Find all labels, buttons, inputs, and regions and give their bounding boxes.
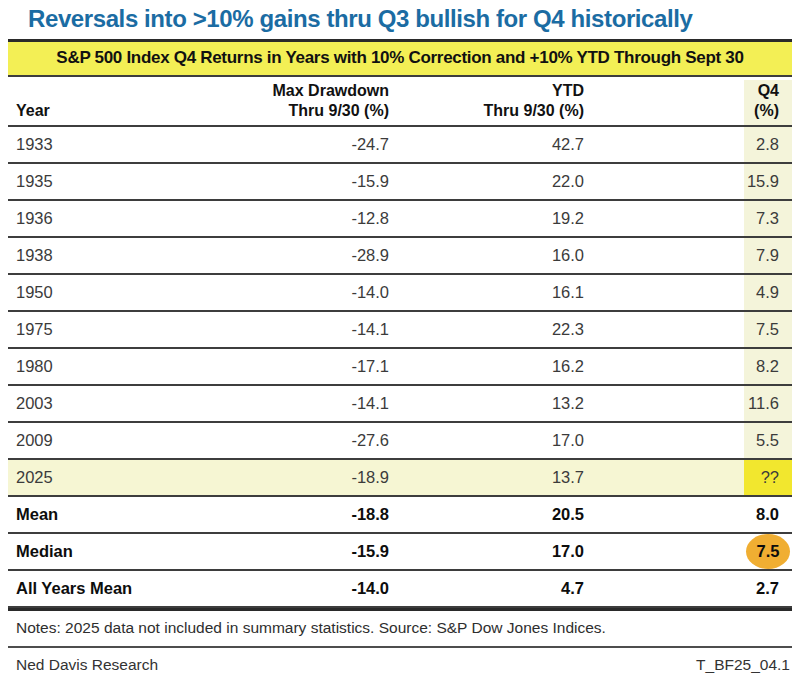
row-spacer (588, 164, 744, 199)
max-drawdown-cell: -14.1 (153, 386, 393, 421)
table-row: All Years Mean -14.0 4.7 2.7 (8, 571, 792, 608)
row-spacer (588, 460, 744, 495)
ytd-cell: 16.2 (393, 349, 588, 384)
ytd-cell: 22.3 (393, 312, 588, 347)
column-header-max-drawdown: Max Drawdown Thru 9/30 (%) (153, 80, 393, 125)
q4-cell: 7.9 (744, 238, 792, 273)
ytd-cell: 16.0 (393, 238, 588, 273)
row-spacer (588, 127, 744, 162)
year-cell: 1933 (8, 127, 153, 162)
footer-source: Ned Davis Research (16, 656, 158, 674)
year-cell: Median (8, 534, 153, 569)
year-cell: 1980 (8, 349, 153, 384)
ytd-cell: 17.0 (393, 423, 588, 458)
table-row: 1980 -17.1 16.2 8.2 (8, 349, 792, 386)
year-cell: Mean (8, 497, 153, 532)
max-drawdown-cell: -17.1 (153, 349, 393, 384)
max-drawdown-cell: -24.7 (153, 127, 393, 162)
column-header-q4: Q4 (%) (744, 80, 792, 125)
table-body: 1933 -24.7 42.7 2.8 1935 -15.9 22.0 15.9… (8, 127, 792, 608)
q4-cell: 4.9 (744, 275, 792, 310)
year-cell: 1950 (8, 275, 153, 310)
median-q4-circle-highlight: 7.5 (746, 534, 790, 569)
column-header-year: Year (8, 80, 153, 125)
table-row: 1950 -14.0 16.1 4.9 (8, 275, 792, 312)
max-drawdown-cell: -27.6 (153, 423, 393, 458)
table-row: Mean -18.8 20.5 8.0 (8, 497, 792, 534)
max-drawdown-cell: -28.9 (153, 238, 393, 273)
year-cell: 1936 (8, 201, 153, 236)
year-cell: 1938 (8, 238, 153, 273)
q4-cell: 5.5 (744, 423, 792, 458)
table-row: 1938 -28.9 16.0 7.9 (8, 238, 792, 275)
year-cell: 1935 (8, 164, 153, 199)
q4-cell: 7.3 (744, 201, 792, 236)
row-spacer (588, 386, 744, 421)
year-cell: All Years Mean (8, 571, 153, 606)
table-row: 1936 -12.8 19.2 7.3 (8, 201, 792, 238)
table-row: 2025 -18.9 13.7 ?? (8, 460, 792, 497)
year-cell: 2025 (8, 460, 153, 495)
row-spacer (588, 312, 744, 347)
ytd-cell: 42.7 (393, 127, 588, 162)
q4-cell: 2.7 (744, 571, 792, 606)
table-row: 2009 -27.6 17.0 5.5 (8, 423, 792, 460)
ytd-cell: 13.7 (393, 460, 588, 495)
q4-cell: 8.0 (744, 497, 792, 532)
ytd-cell: 20.5 (393, 497, 588, 532)
max-drawdown-cell: -14.0 (153, 275, 393, 310)
ytd-cell: 16.1 (393, 275, 588, 310)
q4-cell: 7.5 (744, 534, 792, 569)
q4-cell: 15.9 (744, 164, 792, 199)
max-drawdown-cell: -14.1 (153, 312, 393, 347)
year-cell: 1975 (8, 312, 153, 347)
table-row: Median -15.9 17.0 7.5 (8, 534, 792, 571)
table-row: 1933 -24.7 42.7 2.8 (8, 127, 792, 164)
table-row: 1975 -14.1 22.3 7.5 (8, 312, 792, 349)
figure: Reversals into >10% gains thru Q3 bullis… (0, 5, 800, 681)
max-drawdown-cell: -12.8 (153, 201, 393, 236)
row-spacer (588, 275, 744, 310)
notes-text: Notes: 2025 data not included in summary… (8, 608, 792, 648)
max-drawdown-cell: -15.9 (153, 534, 393, 569)
ytd-cell: 4.7 (393, 571, 588, 606)
q4-cell: 2.8 (744, 127, 792, 162)
row-spacer (588, 534, 744, 569)
footer: Ned Davis Research T_BF25_04.1 (8, 648, 792, 681)
max-drawdown-cell: -14.0 (153, 571, 393, 606)
row-spacer (588, 349, 744, 384)
table-row: 1935 -15.9 22.0 15.9 (8, 164, 792, 201)
row-spacer (588, 238, 744, 273)
column-header-ytd: YTD Thru 9/30 (%) (393, 80, 588, 125)
footer-chart-id: T_BF25_04.1 (696, 656, 790, 674)
max-drawdown-cell: -18.9 (153, 460, 393, 495)
ytd-cell: 22.0 (393, 164, 588, 199)
q4-cell: 8.2 (744, 349, 792, 384)
row-spacer (588, 423, 744, 458)
table-header-row: Year Max Drawdown Thru 9/30 (%) YTD Thru… (8, 80, 792, 127)
year-cell: 2009 (8, 423, 153, 458)
page-title: Reversals into >10% gains thru Q3 bullis… (28, 5, 792, 33)
row-spacer (588, 497, 744, 532)
header-spacer (588, 80, 744, 125)
q4-cell: 7.5 (744, 312, 792, 347)
ytd-cell: 17.0 (393, 534, 588, 569)
max-drawdown-cell: -15.9 (153, 164, 393, 199)
ytd-cell: 19.2 (393, 201, 588, 236)
chart-subtitle-banner: S&P 500 Index Q4 Returns in Years with 1… (8, 39, 792, 77)
ytd-cell: 13.2 (393, 386, 588, 421)
year-cell: 2003 (8, 386, 153, 421)
table-row: 2003 -14.1 13.2 11.6 (8, 386, 792, 423)
max-drawdown-cell: -18.8 (153, 497, 393, 532)
q4-cell: ?? (744, 460, 792, 495)
row-spacer (588, 571, 744, 606)
row-spacer (588, 201, 744, 236)
q4-cell: 11.6 (744, 386, 792, 421)
